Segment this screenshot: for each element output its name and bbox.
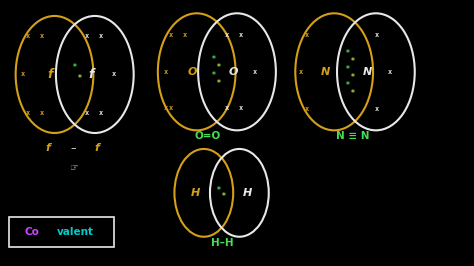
Text: x: x [305, 32, 309, 38]
Text: x: x [305, 106, 309, 112]
Text: x: x [253, 69, 257, 75]
Text: O=O: O=O [194, 131, 220, 141]
Text: x: x [164, 69, 168, 75]
Text: x: x [164, 105, 168, 111]
Text: x: x [388, 69, 392, 75]
Text: f: f [95, 143, 100, 153]
Text: x: x [40, 33, 44, 39]
Text: *: * [217, 79, 221, 88]
Text: N ≡ N: N ≡ N [337, 131, 370, 141]
Text: *: * [222, 192, 226, 201]
Text: ☞: ☞ [69, 163, 78, 173]
Text: x: x [26, 110, 29, 116]
Text: *: * [351, 57, 355, 66]
Text: O: O [187, 67, 197, 77]
Text: x: x [169, 105, 173, 111]
Text: *: * [78, 74, 82, 83]
Text: valent: valent [56, 227, 93, 237]
Text: *: * [212, 55, 216, 64]
Text: O: O [229, 67, 238, 77]
Text: *: * [73, 63, 77, 72]
Text: *: * [346, 65, 349, 74]
Text: x: x [375, 32, 379, 38]
Text: f: f [45, 143, 50, 153]
Text: x: x [99, 110, 103, 116]
Text: x: x [85, 110, 89, 116]
Text: *: * [217, 186, 221, 195]
Text: N: N [363, 67, 372, 77]
Text: *: * [212, 71, 216, 80]
Text: x: x [21, 72, 25, 77]
Text: H–H: H–H [210, 238, 233, 248]
Text: x: x [239, 105, 243, 111]
Text: N: N [320, 67, 330, 77]
Text: *: * [351, 89, 355, 98]
Text: x: x [169, 32, 173, 38]
Text: x: x [183, 32, 187, 38]
Text: x: x [375, 106, 379, 112]
FancyBboxPatch shape [9, 217, 114, 247]
Text: x: x [239, 32, 243, 38]
Text: *: * [346, 49, 349, 58]
Text: *: * [351, 73, 355, 82]
Text: x: x [99, 33, 103, 39]
Text: *: * [346, 81, 349, 90]
Text: x: x [85, 33, 89, 39]
Text: f: f [47, 68, 53, 81]
Text: x: x [112, 72, 116, 77]
Text: –: – [71, 143, 76, 153]
Text: x: x [40, 110, 44, 116]
Text: Co: Co [25, 227, 40, 237]
Text: x: x [225, 32, 228, 38]
Text: x: x [299, 69, 303, 75]
Text: x: x [225, 105, 228, 111]
Text: f: f [89, 68, 94, 81]
Text: H: H [243, 188, 252, 198]
Text: H: H [191, 188, 201, 198]
Text: *: * [217, 63, 221, 72]
Text: x: x [26, 33, 29, 39]
